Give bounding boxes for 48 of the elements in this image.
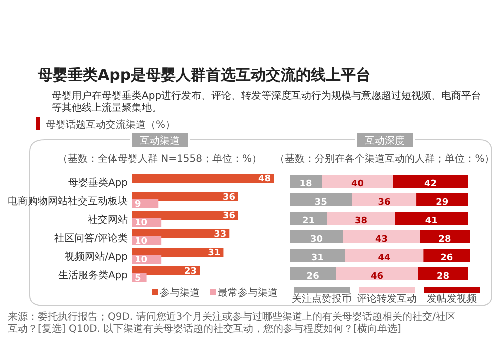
y-tick-label: 社区问答/评论类 (54, 232, 128, 244)
y-tick-label: 母婴垂类App (68, 177, 128, 189)
chart-subtitle: （基数：分别在各个渠道互动的人群；单位：%） (275, 153, 495, 165)
chart-title: 母婴垂类App是母婴人群首选互动交流的线上平台 (37, 66, 372, 84)
data-label: 36 (378, 198, 391, 208)
data-label: 44 (378, 254, 391, 264)
data-label: 43 (376, 235, 388, 245)
data-label: 9 (135, 200, 142, 210)
text: 母婴话题互动交流渠道（%） (46, 119, 176, 131)
data-label: 42 (424, 180, 438, 190)
data-label: 10 (135, 218, 148, 228)
data-label: 28 (437, 272, 450, 282)
data-label: 18 (300, 180, 312, 190)
series-label: 发帖发视频 (427, 293, 477, 305)
data-label: 10 (135, 237, 148, 247)
y-tick-label: 视频网站/App (65, 251, 128, 263)
legend-label: 参与渠道 (160, 287, 200, 299)
y-tick-label: 生活服务类App (58, 270, 128, 282)
data-label: 33 (214, 230, 227, 240)
data-label: 31 (208, 248, 221, 258)
series-label: 关注点赞投币 (292, 293, 352, 305)
y-tick-label: 电商购物网站社交互动板块 (8, 196, 128, 208)
series-label: 评论转发互动 (357, 293, 417, 305)
data-label: 26 (440, 254, 454, 264)
legend-label: 最常参与渠道 (218, 287, 278, 299)
data-label: 36 (222, 193, 236, 203)
data-label: 38 (355, 216, 368, 226)
data-label: 23 (184, 267, 198, 277)
data-label: 21 (302, 216, 315, 226)
source-note: 来源：委托执行报告；Q9D. 请问您近3个月关注或参与过哪些渠道上的有关母婴话题相关的社交/社区互动？[复选] Q10D. 以下渠道有关母婴话题的社交互动，您的参与程度如何？[横向单选] (8, 311, 456, 335)
data-label: 48 (258, 174, 271, 184)
data-label: 10 (135, 256, 148, 266)
text: （基数：全体母婴人群 N=1558；单位：%） (58, 153, 262, 165)
data-label: 31 (311, 254, 324, 264)
data-label: 40 (351, 180, 364, 190)
data-label: 28 (438, 235, 452, 245)
data-label: 41 (425, 216, 438, 226)
data-label: 5 (135, 274, 142, 284)
chart-subtitle: 母婴用户在母婴垂类App进行发布、评论、转发等深度互动行为规模与意愿超过短视频、电商平台等其他线上流量聚集地。 (52, 90, 482, 114)
data-label: 26 (306, 272, 320, 282)
chart-title: 互动深度 (365, 135, 405, 147)
data-label: 46 (371, 272, 384, 282)
data-label: 36 (222, 212, 236, 222)
data-label: 35 (314, 198, 328, 208)
data-label: 30 (310, 235, 323, 245)
y-tick-label: 社交网站 (88, 214, 128, 226)
data-label: 29 (436, 198, 449, 208)
text: 互动渠道 (140, 135, 180, 147)
